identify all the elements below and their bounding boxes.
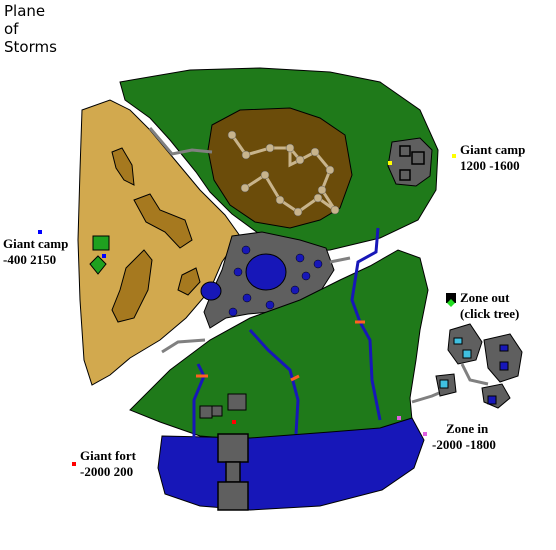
central-pools	[228, 245, 323, 317]
plateau-trail-nodes	[227, 130, 340, 217]
giant-fort	[217, 433, 249, 511]
central-lake	[245, 253, 287, 291]
giant-camp-ne-legend-marker	[452, 154, 456, 158]
zone-in-coords: -2000 -1800	[432, 437, 496, 452]
giant-fort-marker	[232, 420, 236, 424]
giant-camp-ne-coords: 1200 -1600	[460, 158, 520, 173]
giant-camp-ne-label: Giant camp 1200 -1600	[460, 142, 525, 174]
zone-out-area	[435, 323, 523, 409]
giant-camp-ne-name: Giant camp	[460, 142, 526, 157]
zone-in-legend-marker	[423, 432, 427, 436]
zone-out-tree-icon[interactable]	[446, 293, 456, 307]
giant-camp-w-label: Giant camp -400 2150	[3, 236, 68, 268]
giant-fort-name: Giant fort	[80, 448, 136, 463]
rivers	[192, 227, 382, 440]
zone-in-marker	[397, 416, 401, 420]
giant-camp-w-marker	[102, 254, 106, 258]
zone-out-features	[439, 337, 509, 405]
fort-outbuildings	[199, 393, 247, 419]
title-line-2: of	[4, 20, 19, 38]
map-title: Plane of Storms	[4, 2, 57, 56]
zone-out-name: Zone out	[460, 290, 510, 305]
central-small-pond	[200, 281, 222, 301]
giant-fort-coords: -2000 200	[80, 464, 134, 479]
river-bridges	[196, 320, 365, 382]
zone-in-name: Zone in	[446, 421, 489, 436]
title-line-3: Storms	[4, 38, 57, 56]
zone-out-label: Zone out (click tree)	[460, 290, 519, 322]
giant-camp-ne-marker	[388, 161, 392, 165]
ne-camp-buildings	[399, 145, 425, 181]
ne-camp-stone	[387, 137, 433, 187]
giant-fort-label: Giant fort -2000 200	[80, 448, 136, 480]
zone-in-label: Zone in -2000 -1800	[432, 421, 496, 453]
giant-camp-w-legend-marker	[38, 230, 42, 234]
giant-fort-legend-marker	[72, 462, 76, 466]
title-line-1: Plane	[4, 2, 46, 20]
giant-camp-w-coords: -400 2150	[3, 252, 57, 267]
zone-out-path	[460, 363, 489, 386]
w-camp-green-box	[92, 235, 110, 251]
zone-out-diamond-icon	[447, 299, 455, 307]
sand-patches	[111, 147, 201, 323]
w-camp-green-diamond	[89, 255, 107, 275]
zone-out-note: (click tree)	[460, 306, 520, 321]
giant-camp-w-name: Giant camp	[3, 236, 69, 251]
